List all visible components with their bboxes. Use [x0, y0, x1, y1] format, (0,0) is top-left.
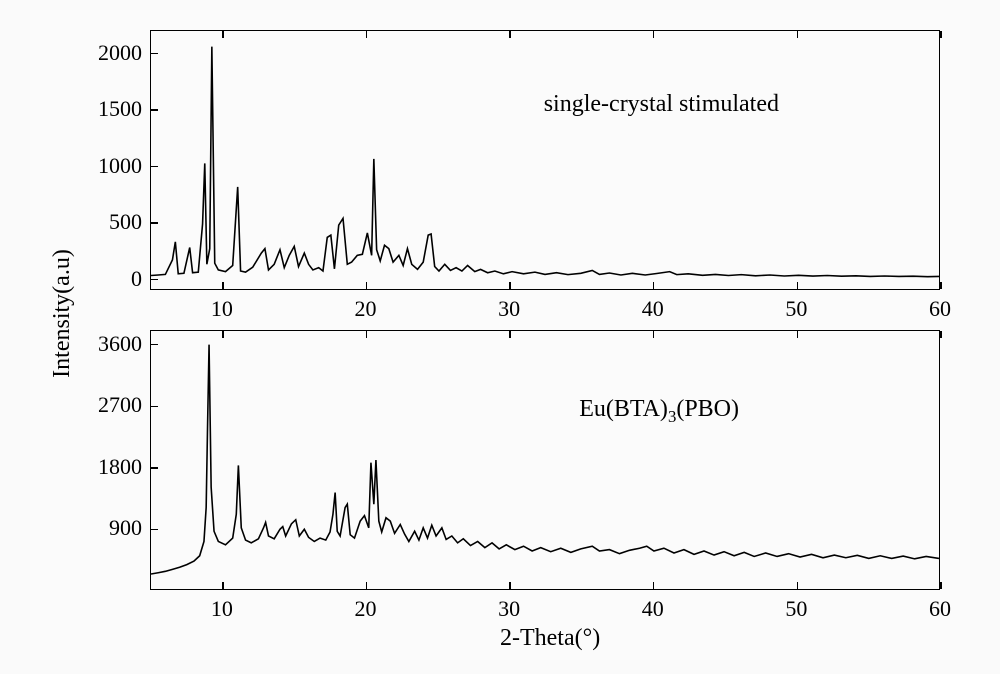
xtick-mark: [653, 582, 655, 589]
ytick-mark: [151, 53, 158, 55]
bottom-trace-svg: [151, 331, 939, 589]
ytick-mark: [151, 529, 158, 531]
bottom-annotation: Eu(BTA)3(PBO): [579, 396, 739, 427]
top-trace-svg: [151, 31, 939, 289]
xtick-label: 50: [785, 296, 807, 322]
xtick-label: 50: [785, 596, 807, 622]
bottom-panel-yticks: 900 1800 2700 3600: [30, 330, 148, 590]
xtick-mark: [366, 582, 368, 589]
ytick-mark: [151, 344, 158, 346]
ytick-label: 3600: [98, 331, 142, 357]
xtick-mark: [653, 31, 655, 38]
ytick-mark: [151, 166, 158, 168]
xtick-mark: [797, 582, 799, 589]
bottom-panel: Eu(BTA)3(PBO): [150, 330, 940, 590]
xtick-mark: [222, 282, 224, 289]
xtick-mark: [940, 282, 942, 289]
xtick-label: 30: [498, 296, 520, 322]
ytick-label: 1800: [98, 454, 142, 480]
xtick-label: 30: [498, 596, 520, 622]
xtick-label: 10: [211, 296, 233, 322]
xtick-mark: [366, 31, 368, 38]
figure: Intensity(a.u) single-crystal stimulated…: [30, 10, 970, 660]
ytick-mark: [151, 467, 158, 469]
xtick-label: 40: [642, 596, 664, 622]
xtick-mark: [940, 331, 942, 338]
xtick-mark: [653, 282, 655, 289]
xtick-mark: [509, 31, 511, 38]
xtick-label: 40: [642, 296, 664, 322]
ytick-mark: [151, 279, 158, 281]
xtick-mark: [653, 331, 655, 338]
bottom-trace: [151, 345, 939, 574]
ytick-mark: [151, 406, 158, 408]
ytick-label: 2700: [98, 392, 142, 418]
xtick-mark: [366, 331, 368, 338]
ytick-mark: [151, 222, 158, 224]
xtick-label: 20: [354, 296, 376, 322]
xtick-mark: [797, 31, 799, 38]
xtick-mark: [797, 331, 799, 338]
top-panel-xtick-labels: 102030405060: [150, 290, 940, 320]
ytick-label: 500: [109, 209, 142, 235]
xtick-mark: [222, 331, 224, 338]
x-axis-label: 2-Theta(°): [500, 625, 600, 652]
ytick-label: 2000: [98, 40, 142, 66]
xtick-mark: [366, 282, 368, 289]
xtick-mark: [509, 582, 511, 589]
xtick-mark: [940, 31, 942, 38]
top-panel: single-crystal stimulated: [150, 30, 940, 290]
top-panel-yticks: 0 500 1000 1500 2000: [30, 30, 148, 290]
ytick-label: 1000: [98, 153, 142, 179]
xtick-mark: [940, 582, 942, 589]
xtick-label: 60: [929, 296, 951, 322]
bottom-panel-xtick-labels: 102030405060: [150, 590, 940, 620]
xtick-mark: [222, 31, 224, 38]
xtick-label: 20: [354, 596, 376, 622]
xtick-mark: [509, 331, 511, 338]
xtick-mark: [222, 582, 224, 589]
xtick-mark: [509, 282, 511, 289]
xtick-label: 60: [929, 596, 951, 622]
top-annotation: single-crystal stimulated: [544, 91, 779, 118]
top-trace: [151, 47, 939, 277]
xtick-label: 10: [211, 596, 233, 622]
ytick-label: 900: [109, 515, 142, 541]
ytick-label: 1500: [98, 96, 142, 122]
xtick-mark: [797, 282, 799, 289]
ytick-mark: [151, 109, 158, 111]
ytick-label: 0: [131, 266, 142, 292]
